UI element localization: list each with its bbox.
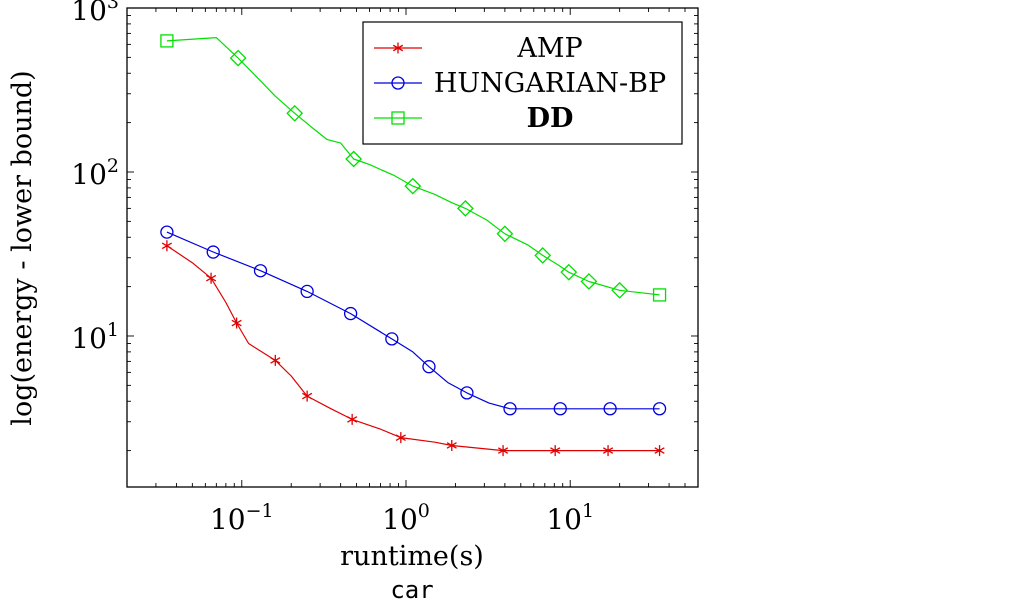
- data-point: [652, 288, 667, 302]
- data-point: [550, 445, 561, 457]
- data-point: [497, 445, 509, 457]
- series-layer: [160, 34, 667, 457]
- data-point: [345, 150, 363, 168]
- legend-label: HUNGARIAN-BP: [434, 68, 666, 99]
- data-point: [603, 402, 617, 416]
- legend-entry: AMP: [374, 33, 583, 64]
- legend-label: DD: [527, 103, 574, 134]
- data-point: [560, 263, 578, 281]
- data-point: [496, 225, 514, 243]
- data-point: [161, 240, 172, 252]
- legend-entry: HUNGARIAN-BP: [374, 68, 666, 99]
- data-point: [456, 199, 474, 217]
- series-line: [166, 36, 660, 296]
- data-point: [347, 413, 358, 425]
- data-point: [229, 49, 247, 67]
- data-point: [300, 284, 314, 299]
- data-point: [270, 354, 281, 366]
- legend-entry: DD: [374, 103, 573, 134]
- y-tick-label: 101: [71, 319, 119, 355]
- x-tick-label: 100: [382, 500, 430, 536]
- data-point: [446, 439, 457, 451]
- series-line: [166, 231, 660, 410]
- data-point: [253, 264, 268, 278]
- data-point: [160, 225, 174, 239]
- data-point: [205, 272, 217, 284]
- x-axis-label: runtime(s): [340, 541, 484, 572]
- chart-caption: car: [390, 576, 433, 604]
- legend: AMP HUNGARIAN-BP DD: [362, 21, 683, 145]
- data-point: [286, 104, 304, 122]
- data-point: [534, 246, 552, 264]
- data-point: [343, 306, 358, 321]
- data-point: [385, 332, 399, 346]
- data-point: [395, 432, 406, 444]
- data-point: [302, 390, 313, 402]
- data-point: [231, 317, 242, 329]
- x-tick-label: 101: [546, 500, 594, 536]
- plot-frame: [126, 7, 699, 488]
- legend-label: AMP: [516, 33, 582, 64]
- x-tick-label: 10−1: [210, 500, 274, 536]
- axes: [126, 7, 699, 487]
- data-point: [460, 386, 474, 400]
- series-dd: [160, 34, 667, 302]
- series-hungarian-bp: [160, 225, 667, 416]
- data-point: [580, 273, 598, 290]
- data-point: [654, 445, 665, 457]
- legend-marker: [391, 111, 405, 125]
- data-point: [611, 281, 629, 299]
- data-point: [553, 402, 567, 416]
- data-point: [503, 402, 517, 416]
- data-point: [404, 177, 422, 195]
- data-point: [652, 402, 667, 416]
- legend-entries: AMP HUNGARIAN-BP DD: [374, 33, 666, 134]
- y-tick-label: 103: [71, 0, 119, 27]
- series-amp: [161, 240, 665, 457]
- tick-labels: 10−1 100 101 101 102 103: [71, 0, 594, 536]
- y-axis-label: log(energy - lower bound): [7, 70, 38, 425]
- legend-marker: [392, 42, 404, 54]
- data-point: [160, 34, 174, 48]
- data-point: [602, 445, 614, 457]
- data-point: [422, 360, 436, 374]
- legend-marker: [391, 76, 405, 90]
- y-tick-label: 102: [71, 155, 119, 191]
- data-point: [206, 245, 220, 259]
